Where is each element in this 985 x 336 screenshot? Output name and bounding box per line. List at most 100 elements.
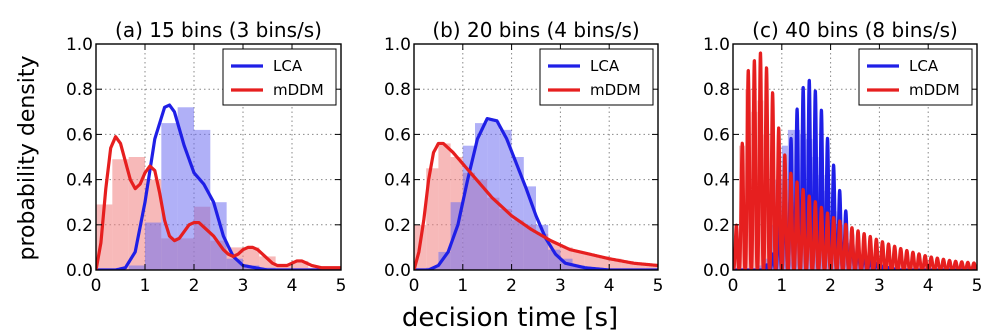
legend-label-mddm: mDDM xyxy=(590,81,641,99)
hist-bar-mddm xyxy=(897,263,904,270)
panel-3: 0 1 2 3 4 5 0.0 0.2 0.4 0.6 0.8 1.0 (c) 40 bins (8 b… xyxy=(703,18,982,296)
x-tick-label: 2 xyxy=(825,276,836,296)
panels: 0 1 2 3 4 5 0.0 0.2 0.4 0.6 0.8 1.0 (a) 15 bins (3 b… xyxy=(66,18,982,296)
x-tick-label: 4 xyxy=(604,276,615,296)
y-tick-label: 1.0 xyxy=(703,35,730,55)
x-tick-label: 3 xyxy=(238,276,249,296)
hist-bar-mddm xyxy=(922,265,929,270)
y-tick-label: 0.6 xyxy=(703,125,730,145)
legend-label-mddm: mDDM xyxy=(909,81,960,99)
y-tick-label: 1.0 xyxy=(66,35,93,55)
ticks: 0 1 2 3 4 5 0.0 0.2 0.4 0.6 0.8 1.0 xyxy=(66,35,346,296)
ticks: 0 1 2 3 4 5 0.0 0.2 0.4 0.6 0.8 1.0 xyxy=(703,35,982,296)
x-tick-label: 2 xyxy=(189,276,200,296)
x-axis-label: decision time [s] xyxy=(402,303,618,333)
x-tick-label: 0 xyxy=(728,276,739,296)
legend-label-lca: LCA xyxy=(909,57,939,75)
curves xyxy=(96,103,341,270)
legend: LCA mDDM xyxy=(539,48,654,106)
hist-bar-mddm xyxy=(909,265,916,270)
hist-bar-mddm xyxy=(609,258,622,270)
hist-bar-lca xyxy=(855,260,862,270)
panel-title: (a) 15 bins (3 bins/s) xyxy=(115,18,322,42)
hist-bar-mddm xyxy=(645,265,658,270)
axes-frame xyxy=(413,43,659,271)
hist-bar-lca xyxy=(161,123,178,270)
y-tick-label: 0.6 xyxy=(66,125,93,145)
hist-bar-mddm xyxy=(916,265,923,270)
y-tick-label: 0.8 xyxy=(703,80,730,100)
curves xyxy=(414,116,658,270)
x-tick-label: 1 xyxy=(776,276,787,296)
hist-bar-lca xyxy=(499,129,512,270)
x-tick-label: 0 xyxy=(409,276,420,296)
y-tick-label: 0.8 xyxy=(384,80,411,100)
hist-bar-mddm xyxy=(291,260,309,270)
legend-box xyxy=(222,48,337,106)
legend-box xyxy=(858,48,973,106)
panel-1: 0 1 2 3 4 5 0.0 0.2 0.4 0.6 0.8 1.0 (a) 15 bins (3 b… xyxy=(66,18,346,296)
curve-mddm xyxy=(414,141,658,270)
axes-frame xyxy=(732,43,978,271)
axes-frame xyxy=(95,43,342,271)
curve-lca xyxy=(414,116,658,270)
y-tick-label: 0.6 xyxy=(384,125,411,145)
y-axis-label: probability density xyxy=(15,55,40,260)
curve-mddm xyxy=(96,135,341,270)
curve-lca xyxy=(96,103,341,270)
curves xyxy=(733,51,977,270)
y-tick-label: 1.0 xyxy=(384,35,411,55)
legend: LCA mDDM xyxy=(222,48,337,106)
y-tick-label: 0.2 xyxy=(703,216,730,236)
hist-bar-mddm xyxy=(633,263,646,270)
y-tick-label: 0.4 xyxy=(384,171,411,191)
hist-bar-mddm xyxy=(621,260,634,270)
hist-bar-lca xyxy=(210,202,227,270)
panel-2: 0 1 2 3 4 5 0.0 0.2 0.4 0.6 0.8 1.0 (b) 20 bins (4 b… xyxy=(384,18,663,296)
y-tick-label: 0.2 xyxy=(384,216,411,236)
x-tick-label: 3 xyxy=(555,276,566,296)
y-tick-label: 0.2 xyxy=(66,216,93,236)
hist-bar-lca xyxy=(511,157,524,270)
hist-bar-lca xyxy=(867,267,874,270)
hist-bar-lca xyxy=(438,251,451,270)
hist-bar-lca xyxy=(144,222,162,270)
hist-bar-mddm xyxy=(112,159,129,270)
x-tick-label: 5 xyxy=(972,276,983,296)
hist-bar-lca xyxy=(475,123,488,270)
x-tick-label: 0 xyxy=(91,276,102,296)
hist-bar-lca xyxy=(848,251,855,270)
hist-bar-mddm xyxy=(426,168,439,270)
panel-title: (b) 20 bins (4 bins/s) xyxy=(432,18,639,42)
legend-label-mddm: mDDM xyxy=(273,81,324,99)
x-tick-label: 1 xyxy=(457,276,468,296)
x-tick-label: 1 xyxy=(140,276,151,296)
hist-bar-mddm xyxy=(242,247,260,270)
ticks: 0 1 2 3 4 5 0.0 0.2 0.4 0.6 0.8 1.0 xyxy=(384,35,663,296)
panel-title: (c) 40 bins (8 bins/s) xyxy=(752,18,958,42)
legend-box xyxy=(539,48,654,106)
x-tick-label: 4 xyxy=(923,276,934,296)
hist-bar-lca xyxy=(177,107,194,270)
hist-bar-mddm xyxy=(275,265,292,270)
hist-bar-mddm xyxy=(438,143,451,270)
hist-bar-lca xyxy=(861,265,868,270)
y-tick-label: 0.0 xyxy=(703,261,730,281)
curve-mddm xyxy=(733,51,977,270)
y-tick-label: 0.4 xyxy=(703,171,730,191)
x-tick-label: 3 xyxy=(874,276,885,296)
x-tick-label: 2 xyxy=(506,276,517,296)
y-tick-label: 0.4 xyxy=(66,171,93,191)
hist-bar-mddm xyxy=(597,256,610,270)
x-tick-label: 5 xyxy=(653,276,664,296)
legend-label-lca: LCA xyxy=(273,57,303,75)
hist-bar-lca xyxy=(757,265,764,270)
hist-bar-mddm xyxy=(259,256,276,270)
hist-bar-lca xyxy=(487,120,500,270)
x-tick-label: 5 xyxy=(336,276,347,296)
legend: LCA mDDM xyxy=(858,48,973,106)
x-tick-label: 4 xyxy=(287,276,298,296)
legend-label-lca: LCA xyxy=(590,57,620,75)
y-tick-label: 0.8 xyxy=(66,80,93,100)
